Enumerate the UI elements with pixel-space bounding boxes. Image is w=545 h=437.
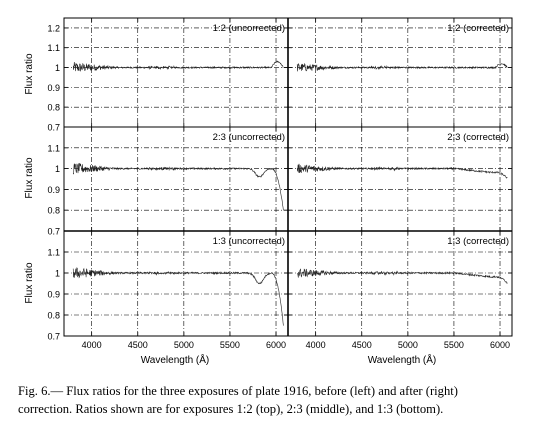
- x-tick-label: 5000: [398, 340, 418, 350]
- panel-label: 2:3 (uncorrected): [213, 132, 285, 143]
- y-tick-label: 1.1: [47, 143, 60, 153]
- x-tick-label: 4500: [352, 340, 372, 350]
- panel-frame: [63, 17, 289, 128]
- axes-text-layer: Wavelength (Å) Wavelength (Å) Flux ratio…: [24, 53, 436, 366]
- y-axis-label-top: Flux ratio: [24, 53, 35, 95]
- flux-ratio-line: [297, 268, 508, 285]
- flux-ratio-line: [296, 62, 508, 72]
- y-tick-label: 1.2: [47, 23, 60, 33]
- y-axis-label-middle: Flux ratio: [24, 157, 35, 199]
- panel-label: 1:2 (uncorrected): [213, 23, 285, 34]
- x-tick-label: 6000: [490, 340, 510, 350]
- panel-frame: [287, 17, 513, 128]
- y-tick-label: 0.7: [47, 123, 60, 133]
- y-tick-label: 0.9: [47, 290, 60, 300]
- x-tick-label: 4000: [306, 340, 326, 350]
- panel-2: 1:2 (corrected): [287, 17, 513, 128]
- y-tick-label: 0.9: [47, 185, 60, 195]
- flux-ratio-line: [296, 163, 508, 179]
- x-tick-label: 4500: [128, 340, 148, 350]
- y-tick-label: 1: [55, 63, 60, 73]
- y-tick-label: 1.1: [47, 248, 60, 258]
- caption-line-1: Fig. 6.— Flux ratios for the three expos…: [18, 384, 458, 398]
- panel-3: 0.7 0.8 0.9 1 1.1 2:3 (uncorrected): [47, 126, 289, 237]
- panel-6: 4000 4500 5000 5500 6000 1:3 (corrected): [287, 230, 513, 350]
- panel-4: 2:3 (corrected): [287, 126, 513, 232]
- y-tick-label: 0.7: [47, 227, 60, 237]
- y-axis-label-bottom: Flux ratio: [24, 262, 35, 304]
- figure-plot: 0.7 0.8 0.9 1 1.1 1.2 1:2 (uncorrected) 1:2 (co…: [24, 17, 513, 366]
- caption-line-2: correction. Ratios shown are for exposur…: [18, 402, 444, 416]
- flux-ratio-line: [72, 267, 284, 326]
- panels-layer: 0.7 0.8 0.9 1 1.1 1.2 1:2 (uncorrected) 1:2 (co…: [47, 17, 513, 350]
- y-tick-label: 1: [55, 164, 60, 174]
- y-tick-label: 1: [55, 269, 60, 279]
- x-tick-label: 5500: [220, 340, 240, 350]
- x-tick-label: 5500: [444, 340, 464, 350]
- x-tick-label: 6000: [266, 340, 286, 350]
- panel-label: 1:3 (corrected): [447, 236, 509, 247]
- panel-label: 2:3 (corrected): [447, 132, 509, 143]
- y-tick-label: 0.8: [47, 206, 60, 216]
- y-tick-label: 0.8: [47, 103, 60, 113]
- y-tick-label: 1.1: [47, 43, 60, 53]
- y-tick-label: 0.8: [47, 311, 60, 321]
- panel-label: 1:2 (corrected): [447, 23, 509, 34]
- y-tick-label: 0.9: [47, 83, 60, 93]
- x-axis-label-right: Wavelength (Å): [368, 353, 437, 366]
- flux-ratio-line: [72, 60, 284, 72]
- x-axis-label-left: Wavelength (Å): [141, 353, 210, 366]
- x-tick-label: 5000: [174, 340, 194, 350]
- y-tick-label: 0.7: [47, 332, 60, 342]
- flux-ratio-line: [72, 162, 284, 211]
- panel-label: 1:3 (uncorrected): [213, 236, 285, 247]
- panel-1: 0.7 0.8 0.9 1 1.1 1.2 1:2 (uncorrected): [47, 17, 289, 133]
- panel-5: 0.7 0.8 0.9 1 1.1 4000 4500 5000 5500 6000 1:3 (un…: [47, 230, 289, 350]
- figure-caption: Fig. 6.— Flux ratios for the three expos…: [18, 382, 533, 418]
- x-tick-label: 4000: [82, 340, 102, 350]
